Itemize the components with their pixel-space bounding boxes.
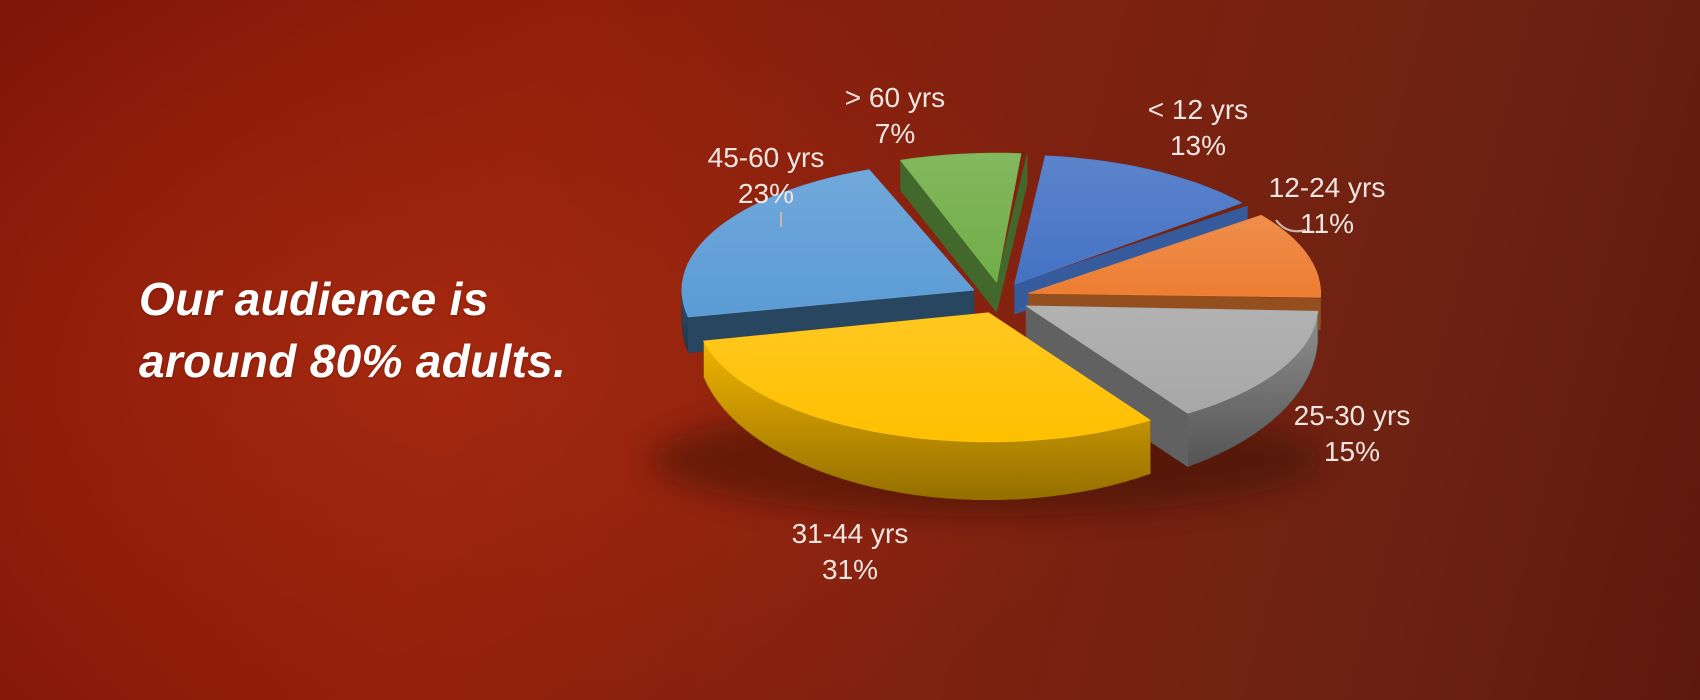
- pie-label-percent: 31%: [821, 554, 879, 585]
- pie-label-over-60: > 60 yrs 7%: [775, 80, 1015, 152]
- pie-label-category: 25-30 yrs: [1293, 400, 1411, 431]
- pie-label-25-30: 25-30 yrs 15%: [1232, 398, 1472, 470]
- pie-slice-top: [703, 312, 1151, 443]
- pie-label-category: > 60 yrs: [844, 82, 946, 113]
- pie-label-category: 45-60 yrs: [707, 142, 825, 173]
- pie-label-percent: 11%: [1300, 208, 1354, 239]
- pie-label-percent: 13%: [1169, 130, 1227, 161]
- pie-label-percent: 15%: [1323, 436, 1381, 467]
- pie-label-percent: 23%: [737, 178, 795, 209]
- pie-label-category: < 12 yrs: [1147, 94, 1249, 125]
- pie-label-category: 31-44 yrs: [791, 518, 909, 549]
- pie-slice-top: [681, 169, 975, 318]
- headline-line-1: Our audience is: [139, 273, 489, 325]
- pie-label-12-24: 12-24 yrs 11%: [1207, 170, 1447, 242]
- headline-line-2: around 80% adults.: [139, 335, 567, 387]
- pie-label-category: 12-24 yrs: [1268, 172, 1386, 203]
- pie-slice-top: [1028, 214, 1321, 298]
- pie-slice-side-wall: [996, 153, 1028, 313]
- leader-line-12-24: [1275, 219, 1307, 233]
- pie-slice-gt-60: [900, 152, 1028, 313]
- pie-slice-top: [1014, 155, 1243, 285]
- slide-headline: Our audience is around 80% adults.: [139, 268, 619, 392]
- pie-slice-top: [900, 152, 1022, 283]
- pie-label-percent: 7%: [874, 118, 916, 149]
- pie-slice-31-44: [703, 312, 1151, 501]
- pie-slice-top: [1025, 305, 1319, 414]
- pie-label-31-44: 31-44 yrs 31%: [730, 516, 970, 588]
- pie-label-under-12: < 12 yrs 13%: [1078, 92, 1318, 164]
- pie-label-45-60: 45-60 yrs 23%: [646, 140, 886, 212]
